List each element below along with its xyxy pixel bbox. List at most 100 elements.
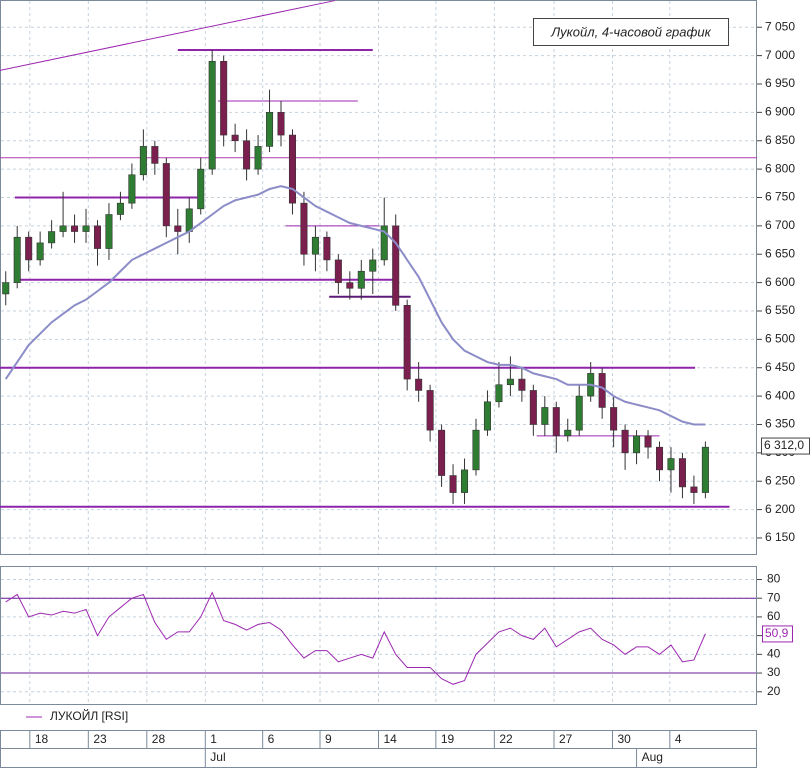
candle-body xyxy=(151,146,159,164)
candle-body xyxy=(392,225,400,306)
y-tick-label: 6 350 xyxy=(765,417,795,431)
candle-body xyxy=(277,112,285,136)
last-value-label: 50,9 xyxy=(765,626,789,640)
candle-body xyxy=(357,270,365,289)
trend-line xyxy=(0,0,336,71)
candle-body xyxy=(403,305,411,380)
plot xyxy=(0,0,757,685)
y-tick-label: 70 xyxy=(767,590,781,604)
title-box xyxy=(533,18,729,46)
candle-body xyxy=(323,236,331,261)
legend-label: ЛУКОЙЛ [RSI] xyxy=(50,708,128,723)
y-tick-label: 6 950 xyxy=(765,76,795,90)
last-value-box xyxy=(762,625,793,643)
x-tick-label: 9 xyxy=(325,732,332,746)
candle-body xyxy=(197,168,205,210)
candle-body xyxy=(139,146,147,176)
y-tick-label: 6 700 xyxy=(765,218,795,232)
candle-body xyxy=(633,435,641,454)
candle-body xyxy=(506,378,514,386)
x-tick-label: 18 xyxy=(35,732,49,746)
x-tick-label: 28 xyxy=(152,732,166,746)
candle-body xyxy=(254,146,262,170)
candle-body xyxy=(690,486,698,493)
candle-body xyxy=(552,407,560,437)
y-tick-label: 6 400 xyxy=(765,388,795,402)
y-tick-label: 6 750 xyxy=(765,190,795,204)
y-tick-label: 6 850 xyxy=(765,133,795,147)
y-tick-label: 6 800 xyxy=(765,161,795,175)
x-tick-label: 30 xyxy=(617,732,631,746)
candle-body xyxy=(71,225,79,232)
y-tick-label: 7 000 xyxy=(765,48,795,62)
candle-body xyxy=(288,134,296,204)
x-tick-label: 1 xyxy=(210,732,217,746)
x-tick-label: 22 xyxy=(499,732,513,746)
y-tick-label: 6 650 xyxy=(765,246,795,260)
y-tick-label: 20 xyxy=(767,684,781,698)
candle-body xyxy=(300,202,308,255)
candle-body xyxy=(334,259,342,283)
candle-body xyxy=(461,469,469,493)
candle-body xyxy=(449,475,457,493)
candle-body xyxy=(174,225,182,232)
candle-body xyxy=(243,140,251,170)
y-tick-label: 7 050 xyxy=(765,19,795,33)
candle-body xyxy=(116,202,124,215)
y-tick-label: 6 900 xyxy=(765,105,795,119)
candle-body xyxy=(438,429,446,476)
candle-body xyxy=(185,208,193,232)
candle-body xyxy=(25,236,33,261)
candle-body xyxy=(621,429,629,454)
candle-body xyxy=(426,390,434,431)
candle-body xyxy=(311,236,319,255)
candle-body xyxy=(575,395,583,431)
candle-body xyxy=(667,458,675,471)
grid xyxy=(1,1,756,704)
rsi-line xyxy=(5,591,706,685)
candle-body xyxy=(415,378,423,391)
candle-body xyxy=(701,446,709,493)
x-tick-label: 6 xyxy=(268,732,275,746)
candle-body xyxy=(610,407,618,431)
x-tick-label: 23 xyxy=(93,732,107,746)
y-tick-label: 6 150 xyxy=(765,530,795,544)
y-tick-label: 6 200 xyxy=(765,502,795,516)
y-tick-label: 30 xyxy=(767,665,781,679)
candle-body xyxy=(128,174,136,204)
candle-body xyxy=(380,225,388,261)
x-tick-label: 4 xyxy=(675,732,682,746)
candle-body xyxy=(208,60,216,170)
chart-title: Лукойл, 4-часовой график xyxy=(550,24,711,39)
y-tick-label: 80 xyxy=(767,572,781,586)
candle-body xyxy=(678,458,686,488)
candle-body xyxy=(36,242,44,261)
moving-average xyxy=(4,185,706,426)
candle-body xyxy=(472,429,480,471)
y-tick-label: 60 xyxy=(767,609,781,623)
candle-body xyxy=(231,134,239,142)
candle-body xyxy=(564,429,572,437)
candle-body xyxy=(220,60,228,136)
candle-body xyxy=(59,225,67,232)
y-tick-label: 6 450 xyxy=(765,360,795,374)
last-value-label: 6 312,0 xyxy=(764,438,804,452)
candle-body xyxy=(82,225,90,232)
x-tick-label: 14 xyxy=(384,732,398,746)
y-tick-label: 6 500 xyxy=(765,332,795,346)
candle-body xyxy=(2,282,10,295)
month-label: Aug xyxy=(642,750,663,764)
candle-body xyxy=(105,214,113,249)
candle-body xyxy=(495,384,503,403)
candle-body xyxy=(48,231,56,244)
candle-body xyxy=(529,390,537,425)
x-tick-label: 19 xyxy=(441,732,455,746)
y-tick-label: 40 xyxy=(767,647,781,661)
candle-body xyxy=(266,112,274,147)
candle-body xyxy=(346,282,354,289)
x-tick-label: 27 xyxy=(559,732,573,746)
candle-body xyxy=(644,435,652,448)
y-tick-label: 6 600 xyxy=(765,275,795,289)
